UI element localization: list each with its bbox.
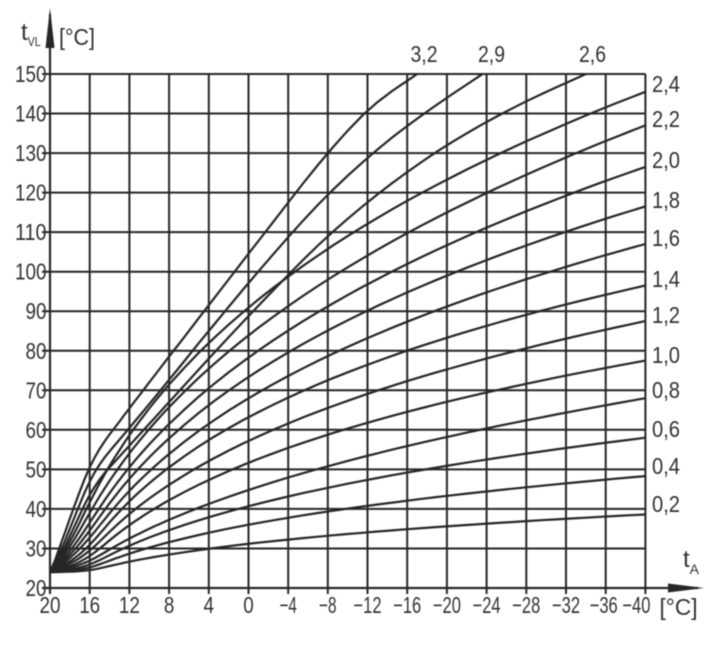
svg-text:2,4: 2,4 <box>652 71 680 97</box>
svg-text:130: 130 <box>15 140 47 166</box>
svg-text:20: 20 <box>26 575 47 601</box>
svg-text:−36: −36 <box>590 592 618 618</box>
svg-text:0: 0 <box>243 592 254 618</box>
svg-text:2,6: 2,6 <box>579 41 606 67</box>
svg-text:[°C]: [°C] <box>660 594 698 620</box>
svg-text:−24: −24 <box>473 592 501 618</box>
svg-text:80: 80 <box>26 338 47 364</box>
svg-text:12: 12 <box>119 592 140 618</box>
svg-text:30: 30 <box>26 536 47 562</box>
svg-text:1,4: 1,4 <box>652 266 680 292</box>
svg-text:−28: −28 <box>512 592 540 618</box>
svg-text:1,6: 1,6 <box>652 225 680 251</box>
svg-text:−20: −20 <box>433 592 461 618</box>
svg-text:110: 110 <box>15 219 47 245</box>
svg-text:40: 40 <box>26 496 47 522</box>
svg-text:−8: −8 <box>319 592 337 618</box>
svg-text:140: 140 <box>15 101 47 127</box>
svg-text:1,8: 1,8 <box>652 187 680 213</box>
svg-text:1,0: 1,0 <box>652 342 680 368</box>
svg-text:16: 16 <box>79 592 100 618</box>
svg-text:90: 90 <box>26 298 47 324</box>
svg-text:−32: −32 <box>552 592 580 618</box>
svg-text:−16: −16 <box>393 592 421 618</box>
svg-text:−12: −12 <box>354 592 382 618</box>
svg-text:[°C]: [°C] <box>59 24 95 50</box>
svg-text:−4: −4 <box>279 592 297 618</box>
svg-text:1,2: 1,2 <box>652 302 680 328</box>
svg-text:0,2: 0,2 <box>652 491 680 517</box>
svg-text:0,6: 0,6 <box>652 416 680 442</box>
svg-text:100: 100 <box>15 259 47 285</box>
svg-text:2,0: 2,0 <box>652 147 680 173</box>
svg-text:3,2: 3,2 <box>411 41 438 67</box>
svg-text:2,2: 2,2 <box>652 106 680 132</box>
svg-text:8: 8 <box>164 592 175 618</box>
svg-text:70: 70 <box>26 377 47 403</box>
svg-text:2,9: 2,9 <box>478 41 505 67</box>
svg-text:150: 150 <box>15 61 47 87</box>
svg-text:50: 50 <box>26 456 47 482</box>
svg-text:60: 60 <box>26 417 47 443</box>
svg-text:0,8: 0,8 <box>652 377 680 403</box>
svg-text:0,4: 0,4 <box>652 453 680 479</box>
svg-text:4: 4 <box>204 592 215 618</box>
svg-text:−40: −40 <box>622 592 650 618</box>
svg-text:20: 20 <box>40 592 61 618</box>
svg-text:120: 120 <box>15 180 47 206</box>
